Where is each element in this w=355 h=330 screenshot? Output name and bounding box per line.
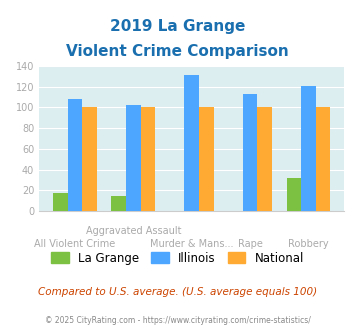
Bar bbox=[257, 108, 272, 211]
Text: Murder & Mans...: Murder & Mans... bbox=[150, 239, 234, 249]
Text: Rape: Rape bbox=[238, 239, 263, 249]
Bar bbox=[82, 108, 97, 211]
Legend: La Grange, Illinois, National: La Grange, Illinois, National bbox=[46, 247, 309, 269]
Bar bbox=[184, 75, 199, 211]
Bar bbox=[316, 108, 331, 211]
Bar bbox=[286, 178, 301, 211]
Bar bbox=[67, 99, 82, 211]
Text: Compared to U.S. average. (U.S. average equals 100): Compared to U.S. average. (U.S. average … bbox=[38, 287, 317, 297]
Bar bbox=[243, 94, 257, 211]
Text: 2019 La Grange: 2019 La Grange bbox=[110, 19, 245, 34]
Bar bbox=[141, 108, 155, 211]
Bar bbox=[199, 108, 214, 211]
Text: Robbery: Robbery bbox=[288, 239, 329, 249]
Bar bbox=[126, 105, 141, 211]
Bar bbox=[301, 86, 316, 211]
Bar bbox=[111, 196, 126, 211]
Bar bbox=[53, 192, 67, 211]
Text: © 2025 CityRating.com - https://www.cityrating.com/crime-statistics/: © 2025 CityRating.com - https://www.city… bbox=[45, 315, 310, 325]
Text: All Violent Crime: All Violent Crime bbox=[34, 239, 115, 249]
Text: Violent Crime Comparison: Violent Crime Comparison bbox=[66, 44, 289, 59]
Text: Aggravated Assault: Aggravated Assault bbox=[86, 226, 181, 236]
